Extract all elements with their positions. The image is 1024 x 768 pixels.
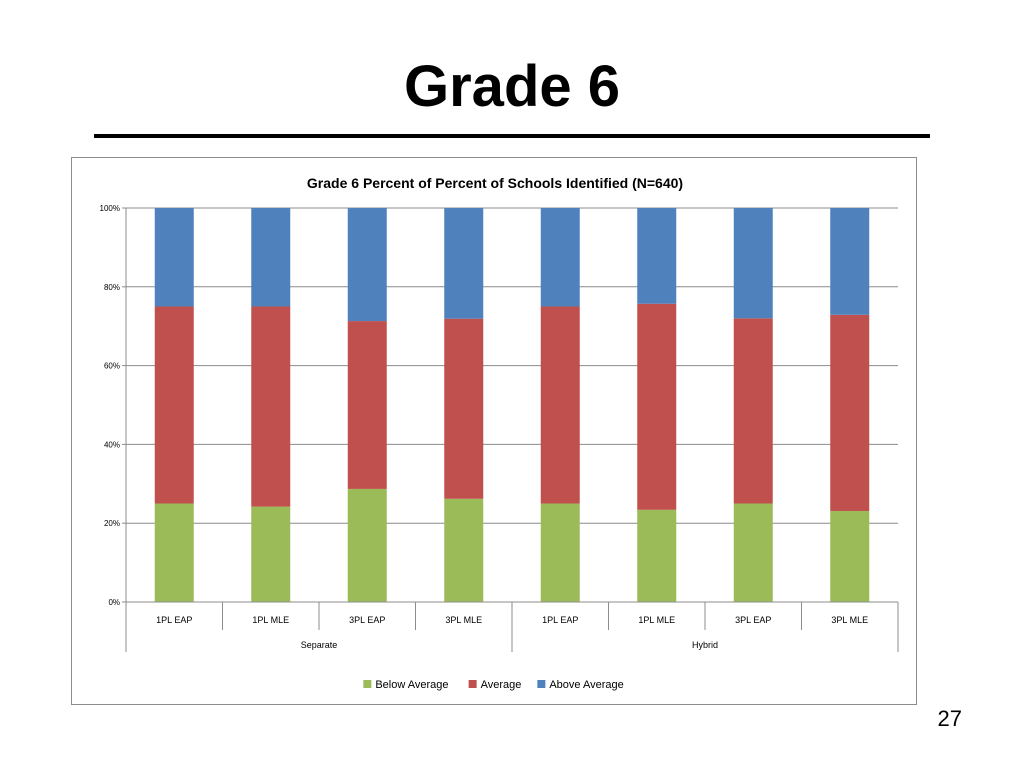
bars [154, 208, 870, 602]
legend-label: Below Average [375, 679, 448, 691]
bar-segment-below-average [540, 503, 580, 602]
x-tick-label: 3PL MLE [831, 615, 868, 625]
y-tick-label: 40% [104, 440, 120, 449]
legend-swatch [468, 680, 477, 688]
legend-label: Above Average [549, 679, 623, 691]
y-tick-label: 80% [104, 283, 120, 292]
x-tick-label: 1PL EAP [542, 615, 578, 625]
bar-segment-below-average [733, 503, 773, 602]
slide-title: Grade 6 [404, 54, 620, 119]
bar-segment-below-average [637, 509, 677, 602]
axes: 0% 20% 40% 60% 80% 100% 1PL EAP 1PL MLE 3PL EAP 3… [100, 204, 899, 652]
x-tick-label: 1PL MLE [638, 615, 675, 625]
legend-label: Average [481, 679, 522, 691]
bar-segment-above-average [251, 208, 291, 307]
bar-segment-average [347, 321, 387, 489]
stacked-bar-chart: Grade 6 Percent of Percent of Schools Id… [100, 175, 899, 691]
bar-segment-above-average [540, 208, 580, 307]
gridlines [126, 207, 898, 603]
legend-swatch [363, 680, 372, 688]
group-label: Hybrid [692, 640, 718, 650]
x-tick-label: 1PL MLE [252, 615, 289, 625]
bar-segment-above-average [347, 208, 387, 322]
bar-segment-average [444, 318, 484, 499]
bar-segment-average [830, 314, 870, 511]
bar-segment-above-average [444, 208, 484, 319]
legend-swatch [537, 680, 546, 688]
group-label: Separate [301, 640, 338, 650]
chart-title: Grade 6 Percent of Percent of Schools Id… [307, 175, 683, 191]
chart-frame: Grade 6 Percent of Percent of Schools Id… [71, 157, 917, 705]
legend: Below Average Average Above Average [363, 679, 624, 691]
bar-segment-above-average [830, 208, 870, 315]
page-number: 27 [937, 706, 962, 731]
bar-segment-below-average [251, 506, 291, 602]
bar-segment-average [637, 303, 677, 510]
bar-segment-average [251, 306, 291, 507]
y-tick-label: 20% [104, 519, 120, 528]
x-tick-label: 3PL MLE [445, 615, 482, 625]
x-tick-label: 3PL EAP [349, 615, 385, 625]
bar-segment-below-average [154, 503, 194, 602]
bar-segment-above-average [154, 208, 194, 307]
y-tick-label: 100% [100, 204, 120, 213]
bar-segment-below-average [347, 488, 387, 602]
bar-segment-above-average [637, 208, 677, 304]
bar-segment-below-average [444, 498, 484, 602]
bar-segment-average [540, 306, 580, 504]
x-tick-label: 1PL EAP [156, 615, 192, 625]
y-tick-label: 60% [104, 362, 120, 371]
bar-segment-average [154, 306, 194, 504]
bar-segment-average [733, 318, 773, 504]
title-divider [94, 134, 930, 138]
x-tick-label: 3PL EAP [735, 615, 771, 625]
y-tick-label: 0% [108, 598, 120, 607]
bar-segment-below-average [830, 510, 870, 602]
bar-segment-above-average [733, 208, 773, 319]
